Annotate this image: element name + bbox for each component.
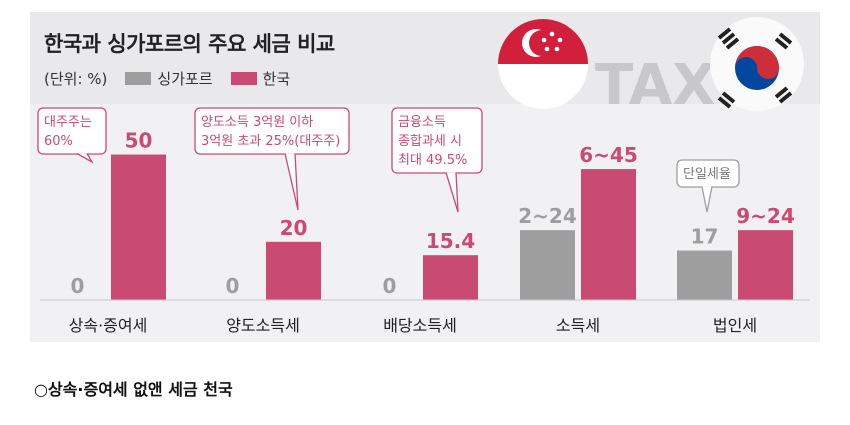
- data-label-korea: 15.4: [426, 229, 475, 253]
- legend-swatch-singapore: [125, 72, 152, 85]
- annotation-text: 단일세율: [683, 167, 731, 182]
- bar-korea: [266, 241, 321, 300]
- data-label-singapore: 0: [226, 274, 240, 298]
- annotation-box: [194, 107, 350, 155]
- annotation-text: 최대 49.5%: [398, 153, 467, 168]
- bar-singapore: [520, 230, 575, 300]
- legend-swatch-korea: [230, 72, 257, 85]
- data-label-singapore: 0: [71, 274, 85, 298]
- bar-korea: [581, 169, 636, 300]
- data-label-korea: 50: [125, 129, 153, 153]
- annotation-pointer: [701, 186, 713, 213]
- category-label: 법인세: [713, 316, 757, 335]
- data-label-singapore: 17: [691, 225, 719, 249]
- annotation-pointer: [76, 152, 94, 164]
- tax-comparison-chart: TAX 한국과: [30, 12, 820, 342]
- bar-korea: [738, 230, 793, 300]
- annotation-text: 60%: [44, 134, 73, 149]
- annotation-text: 대주주는: [44, 115, 92, 130]
- legend: (단위: %) 싱가포르 한국: [44, 68, 290, 89]
- annotation-text: 3억원 초과 25%(대주주): [201, 134, 340, 149]
- bar-korea: [111, 154, 166, 300]
- data-label-singapore: 2~24: [518, 204, 577, 228]
- annotation-pointer: [445, 172, 459, 213]
- tax-watermark: TAX: [595, 53, 715, 118]
- bar-singapore: [677, 250, 732, 300]
- data-label-singapore: 0: [383, 274, 397, 298]
- unit-note: (단위: %): [44, 70, 108, 88]
- chart-title: 한국과 싱가포르의 주요 세금 비교: [44, 32, 335, 56]
- bar-korea: [423, 255, 478, 300]
- category-label: 소득세: [556, 316, 600, 335]
- data-label-korea: 20: [280, 216, 308, 240]
- data-label-korea: 9~24: [736, 204, 795, 228]
- korea-flag-icon: [710, 17, 804, 111]
- plot-area: 0 50 상속·증여세 0 20 양도소득세 0 15.4 배당소득세 2~24 6~45 소득세 17…: [37, 107, 810, 335]
- annotation-text: 양도소득 3억원 이하: [201, 115, 313, 130]
- category-label: 양도소득세: [226, 316, 300, 335]
- annotation-box: [37, 107, 107, 155]
- annotation-text: 금융소득: [398, 115, 446, 130]
- category-label: 상속·증여세: [69, 316, 148, 335]
- annotation-text: 종합과세 시: [398, 134, 462, 149]
- legend-label-singapore: 싱가포르: [157, 70, 213, 88]
- caption: ○상속·증여세 없앤 세금 천국: [34, 380, 233, 399]
- annotation-box: [391, 107, 483, 174]
- data-label-korea: 6~45: [579, 143, 638, 167]
- annotation-pointer: [284, 153, 299, 211]
- category-label: 배당소득세: [383, 316, 457, 335]
- legend-label-korea: 한국: [262, 70, 291, 88]
